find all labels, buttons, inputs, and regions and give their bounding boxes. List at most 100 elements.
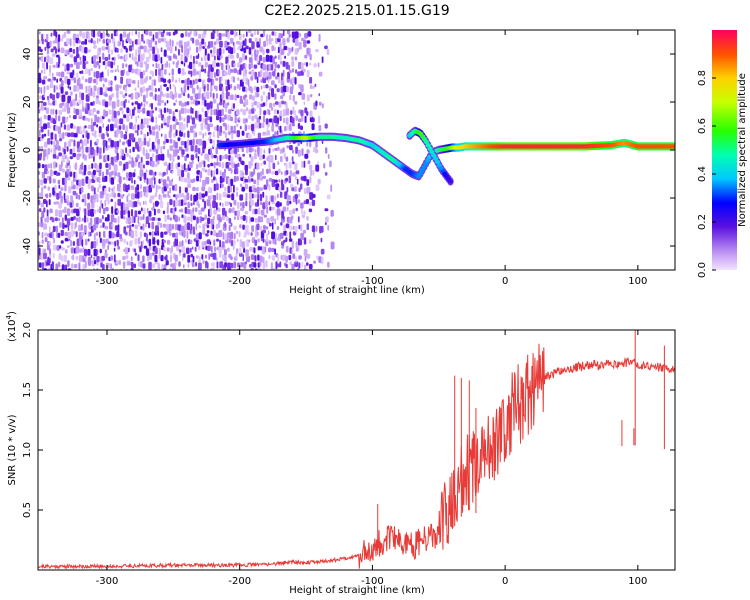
spectrogram-cell — [212, 224, 215, 230]
spectrogram-cell — [195, 139, 199, 145]
spectrogram-cell — [124, 93, 128, 97]
spectrogram-cell — [100, 32, 103, 39]
spectrogram-cell — [120, 187, 122, 193]
spectrogram-cell — [253, 247, 256, 254]
spectrogram-cell — [270, 195, 274, 202]
spectrogram-cell — [235, 187, 239, 191]
spectrogram-cell — [151, 184, 155, 189]
spectrogram-cell — [224, 262, 228, 268]
spectrogram-cell — [173, 200, 176, 207]
spectrogram-cell — [311, 225, 316, 233]
spectrogram-cell — [259, 255, 263, 263]
spectrogram-cell — [260, 69, 263, 78]
spectrogram-cell — [134, 101, 139, 105]
spectrogram-cell — [289, 225, 293, 231]
snr-y-tick-label: 1.0 — [22, 442, 33, 458]
spectrogram-cell — [269, 102, 273, 109]
spectrogram-cell — [174, 207, 177, 212]
spectrogram-cell — [104, 207, 109, 212]
spectrogram-cell — [126, 195, 129, 203]
spectrogram-cell — [196, 175, 199, 182]
spectrogram-cell — [257, 216, 261, 223]
spectrogram-cell — [268, 247, 272, 253]
spectrogram-cell — [87, 170, 92, 176]
spectrogram-cell — [104, 252, 108, 259]
spectrogram-cell — [72, 241, 75, 246]
spectrogram-cell — [43, 86, 46, 93]
spectrogram-cell — [228, 109, 232, 114]
spectrogram-cell — [160, 37, 165, 42]
spectrogram-cell — [283, 239, 286, 243]
spectrogram-cell — [321, 140, 324, 144]
spectrogram-cell — [294, 261, 299, 268]
spectrogram-cell — [166, 107, 169, 113]
spectrogram-cell — [99, 162, 102, 170]
spectrogram-cell — [197, 156, 200, 162]
spectrogram-cell — [107, 60, 111, 67]
spectrogram-cell — [167, 201, 169, 209]
spectrogram-cell — [61, 177, 66, 185]
spectrogram-cell — [286, 232, 288, 237]
spectrogram-cell — [162, 267, 167, 270]
spectrogram-cell — [180, 176, 184, 182]
spectrogram-cell — [251, 53, 253, 58]
spectrogram-cell — [205, 233, 209, 237]
colorbar-tick-label: 0.0 — [697, 262, 708, 278]
spectrogram-cell — [204, 48, 207, 56]
spectrogram-cell — [41, 232, 44, 239]
spectrogram-cell — [180, 102, 185, 107]
spectrogram-cell — [119, 139, 121, 143]
spectrogram-cell — [134, 91, 139, 100]
signal-trace-point — [423, 161, 429, 166]
spectrogram-cell — [221, 108, 224, 116]
spectrogram-cell — [104, 225, 109, 230]
spectrogram-cell — [158, 254, 160, 260]
spectrogram-cell — [209, 41, 214, 48]
spectrogram-cell — [192, 226, 195, 235]
spectrogram-cell — [145, 63, 149, 70]
spectrogram-cell — [292, 208, 295, 214]
spectrogram-cell — [76, 141, 80, 149]
spectrogram-cell — [207, 123, 210, 132]
spectrogram-cell — [154, 163, 158, 168]
spectrogram-cell — [169, 83, 172, 90]
spectrogram-cell — [64, 206, 67, 214]
colorbar: 0.00.20.40.60.8 Normalized spectral ampl… — [697, 30, 748, 278]
spectrogram-cell — [175, 99, 178, 103]
spectrogram-cell — [206, 224, 210, 229]
spectrogram-cell — [211, 179, 214, 183]
spectrogram-cell — [249, 192, 252, 200]
spectrogram-cell — [318, 115, 321, 124]
spectrogram-cell — [202, 45, 205, 50]
spectrogram-cell — [166, 31, 170, 36]
spectrogram-cell — [244, 63, 247, 68]
spectrogram-cell — [101, 190, 105, 196]
spectrogram-cell — [139, 216, 144, 221]
spectrogram-cell — [99, 56, 101, 64]
spectrogram-cell — [216, 93, 218, 99]
spectrogram-cell — [195, 39, 199, 46]
spectrogram-cell — [195, 163, 199, 170]
spectrogram-cell — [43, 223, 47, 230]
spectrogram-cell — [55, 114, 58, 121]
spectrogram-cell — [216, 103, 219, 111]
spectrogram-cell — [202, 260, 205, 264]
spectrogram-cell — [233, 103, 235, 109]
spectrogram-cell — [177, 137, 181, 142]
spectrogram-cell — [38, 56, 42, 61]
spectrogram-cell — [286, 271, 289, 277]
spectrogram-cell — [242, 215, 246, 221]
spectrogram-cell — [169, 187, 171, 194]
spectrogram-cell — [73, 77, 77, 84]
spectrogram-cell — [71, 263, 74, 269]
spectrogram-cell — [117, 64, 119, 71]
spectrogram-cell — [48, 199, 51, 206]
spectrogram-cell — [83, 138, 88, 146]
spectrogram-cell — [187, 77, 190, 85]
spectrogram-cell — [190, 54, 192, 60]
spectrogram-cell — [160, 201, 164, 209]
spectrogram-y-axis-label: Frequency (Hz) — [7, 112, 18, 188]
spectrogram-cell — [173, 102, 176, 106]
spectrogram-cell — [180, 107, 184, 114]
